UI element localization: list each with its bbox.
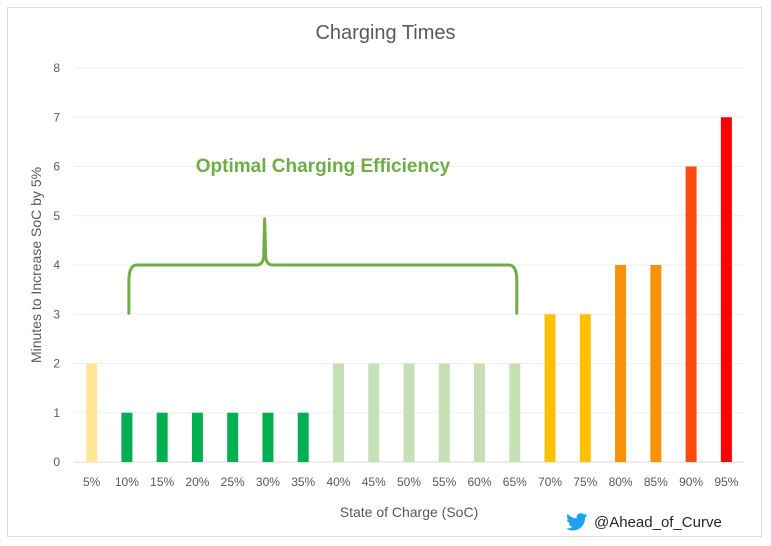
bar — [156, 412, 168, 462]
twitter-credit: @Ahead_of_Curve — [566, 511, 722, 533]
x-tick-label: 75% — [573, 475, 597, 489]
bar — [438, 363, 450, 462]
bar — [615, 265, 627, 462]
bar — [262, 412, 274, 462]
annotation-brace — [127, 217, 519, 315]
x-tick-label: 70% — [538, 475, 562, 489]
x-axis-title: State of Charge (SoC) — [340, 504, 479, 520]
x-tick-label: 30% — [256, 475, 280, 489]
bar — [86, 363, 98, 462]
y-tick-label: 8 — [53, 61, 60, 75]
x-tick-label: 20% — [185, 475, 209, 489]
bar — [544, 314, 556, 462]
y-tick-label: 7 — [53, 110, 60, 124]
x-tick-label: 45% — [362, 475, 386, 489]
twitter-bird-icon — [566, 513, 588, 531]
bar — [685, 166, 697, 462]
y-axis-title: Minutes to Increase SoC by 5% — [28, 167, 44, 363]
annotation-label: Optimal Charging Efficiency — [196, 156, 451, 177]
bar — [509, 363, 521, 462]
x-tick-label: 85% — [644, 475, 668, 489]
y-tick-label: 0 — [53, 455, 60, 469]
chart-title: Charging Times — [315, 22, 456, 44]
x-tick-label: 55% — [432, 475, 456, 489]
bar — [403, 363, 415, 462]
x-tick-label: 90% — [679, 475, 703, 489]
x-tick-label: 25% — [221, 475, 245, 489]
bar — [191, 412, 203, 462]
x-tick-label: 35% — [291, 475, 315, 489]
x-tick-label: 95% — [714, 475, 738, 489]
bar — [650, 265, 662, 462]
x-tick-label: 40% — [326, 475, 350, 489]
x-tick-label: 65% — [503, 475, 527, 489]
bar — [368, 363, 380, 462]
x-tick-label: 15% — [150, 475, 174, 489]
x-tick-label: 60% — [468, 475, 492, 489]
chart-area — [7, 7, 762, 537]
x-tick-label: 80% — [609, 475, 633, 489]
y-tick-label: 4 — [53, 258, 60, 272]
y-tick-label: 6 — [53, 160, 60, 174]
bar — [227, 412, 239, 462]
y-tick-label: 1 — [53, 406, 60, 420]
y-tick-label: 3 — [53, 307, 60, 321]
x-tick-label: 50% — [397, 475, 421, 489]
y-tick-label: 2 — [53, 357, 60, 371]
bar — [579, 314, 591, 462]
bar — [121, 412, 133, 462]
y-tick-label: 5 — [53, 209, 60, 223]
x-tick-label: 10% — [115, 475, 139, 489]
bar — [332, 363, 344, 462]
bar — [297, 412, 309, 462]
bar — [474, 363, 486, 462]
bar — [720, 117, 732, 462]
x-tick-label: 5% — [83, 475, 101, 489]
twitter-handle: @Ahead_of_Curve — [594, 513, 722, 531]
